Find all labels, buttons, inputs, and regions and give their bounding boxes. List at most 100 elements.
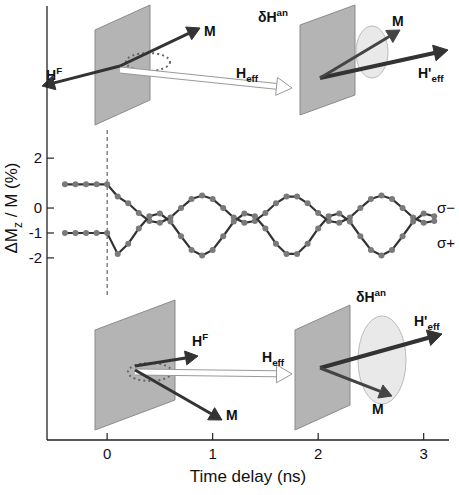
y-tick — [47, 232, 54, 233]
x-tick — [318, 433, 319, 440]
y-tick-label: 2 — [34, 149, 42, 166]
precession-cone — [358, 316, 406, 404]
inset-label: M — [392, 13, 404, 29]
data-point — [410, 219, 416, 225]
data-point — [199, 193, 205, 199]
data-point — [115, 194, 121, 200]
series-label: σ− — [437, 199, 455, 216]
label-base: H — [236, 65, 246, 81]
chart: HFMHeffδHanMH'effHFHeffMδHanH'effM20-2-1… — [0, 0, 459, 495]
label-tail: / M (%) — [2, 163, 21, 223]
data-point — [357, 205, 363, 211]
data-group — [62, 181, 437, 258]
data-point — [210, 196, 216, 202]
inset-label: M — [204, 23, 216, 39]
label-base: M — [226, 407, 238, 423]
arrow-head — [208, 408, 222, 420]
x-axis-title: Time delay (ns) — [190, 467, 307, 486]
label-base: M — [392, 13, 404, 29]
data-point — [326, 213, 332, 219]
inset-label: HF — [192, 331, 208, 349]
label-base: H — [192, 333, 202, 349]
data-point — [400, 233, 406, 239]
field-arrow — [120, 70, 277, 86]
vector-arrow — [120, 33, 189, 66]
field-arrow — [135, 372, 277, 374]
x-tick — [107, 433, 108, 440]
inset-label: δHan — [356, 287, 386, 305]
data-point — [83, 181, 89, 187]
label-base: ΔM — [2, 228, 21, 254]
field-arrow — [135, 372, 277, 374]
data-point — [252, 213, 258, 219]
inset-label: Heff — [236, 65, 259, 84]
data-point — [157, 220, 163, 226]
arrow-head — [186, 27, 200, 40]
inset-label: M — [372, 401, 384, 417]
inset-label: HF — [46, 65, 62, 83]
data-point — [294, 194, 300, 200]
data-point — [357, 233, 363, 239]
label-sup: an — [375, 287, 386, 298]
data-point — [421, 211, 427, 217]
label-sub: eff — [431, 73, 444, 84]
label-sub: eff — [246, 73, 259, 84]
inset-label: H'eff — [414, 313, 440, 332]
arrow-head — [378, 385, 392, 398]
data-point — [389, 247, 395, 253]
label-sub: eff — [427, 321, 440, 332]
inset-label: H'eff — [418, 65, 444, 84]
data-point — [189, 196, 195, 202]
field-arrow — [120, 70, 277, 86]
label-sub: eff — [272, 357, 285, 368]
label-base: M — [372, 401, 384, 417]
inset-label: Heff — [262, 349, 285, 368]
data-point — [104, 230, 110, 236]
data-point — [136, 210, 142, 216]
arrow-head — [185, 351, 198, 365]
data-point — [294, 251, 300, 257]
data-point — [62, 230, 68, 236]
data-point — [400, 205, 406, 211]
y-tick — [47, 158, 54, 159]
vector-arrow — [320, 36, 389, 78]
data-point — [284, 194, 290, 200]
arrow-head — [426, 330, 442, 345]
label-base: H' — [414, 313, 427, 329]
label-base: M — [204, 23, 216, 39]
x-tick-label: 0 — [103, 445, 111, 462]
data-point — [315, 210, 321, 216]
data-point — [305, 200, 311, 206]
vector-arrow — [320, 368, 380, 391]
inset-label: δHan — [258, 7, 288, 25]
y-axis-title: ΔMz / M (%) — [2, 163, 25, 254]
data-point — [378, 193, 384, 199]
vector-arrow — [135, 370, 211, 414]
data-point — [262, 225, 268, 231]
y-tick-label: -2 — [29, 249, 42, 266]
vector-arrow — [135, 358, 186, 366]
data-point — [199, 252, 205, 258]
data-point — [189, 247, 195, 253]
series-line — [65, 184, 434, 222]
data-point — [284, 251, 290, 257]
y-tick — [47, 257, 54, 258]
data-point — [315, 225, 321, 231]
series-line — [65, 214, 434, 256]
series-label: σ+ — [437, 234, 455, 251]
data-point — [83, 230, 89, 236]
data-point — [210, 247, 216, 253]
data-point — [241, 220, 247, 226]
data-point — [136, 225, 142, 231]
arrow-head — [433, 45, 448, 61]
film-slab — [300, 5, 355, 115]
label-base: H — [262, 349, 272, 365]
x-tick-label: 2 — [314, 445, 322, 462]
x-tick — [212, 433, 213, 440]
x-tick-label: 1 — [208, 445, 216, 462]
y-tick — [47, 207, 54, 208]
data-point — [94, 181, 100, 187]
data-point — [72, 181, 78, 187]
data-point — [273, 241, 279, 247]
data-point — [178, 233, 184, 239]
